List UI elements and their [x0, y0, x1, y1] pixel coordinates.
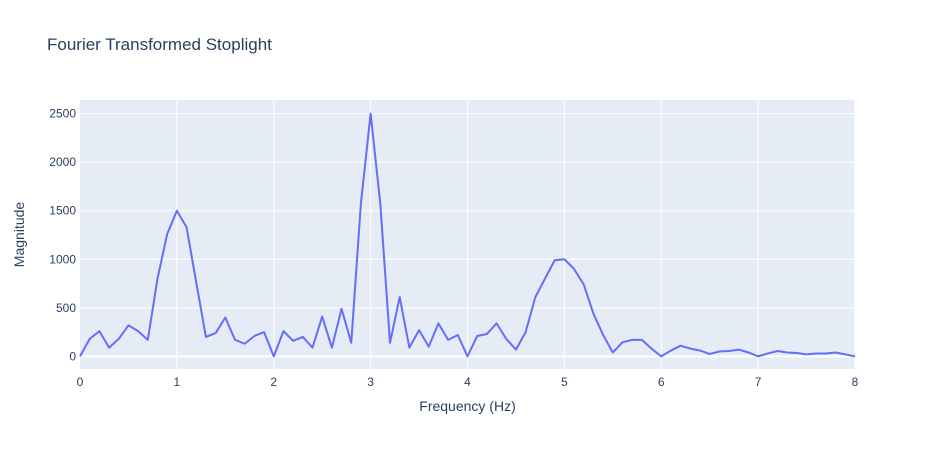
y-tick-label: 500: [56, 301, 76, 315]
chart-title: Fourier Transformed Stoplight: [47, 35, 272, 54]
y-tick-label: 1500: [49, 204, 76, 218]
x-tick-label: 5: [561, 375, 568, 389]
y-tick-label: 0: [69, 349, 76, 363]
x-tick-label: 2: [270, 375, 277, 389]
y-tick-label: 2000: [49, 155, 76, 169]
series-layer: [79, 112, 856, 358]
x-tick-label: 1: [174, 375, 181, 389]
x-tick-label: 4: [464, 375, 471, 389]
x-tick-label: 8: [852, 375, 859, 389]
x-tick-label: 3: [367, 375, 374, 389]
y-tick-label: 1000: [49, 252, 76, 266]
x-tick-label: 6: [658, 375, 665, 389]
x-axis-title: Frequency (Hz): [419, 398, 515, 414]
x-tick-label: 0: [77, 375, 84, 389]
grid-layer: [80, 100, 856, 369]
y-tick-label: 2500: [49, 107, 76, 121]
tick-layer: 0 1 2 3 4 5 6 7 8 0 500 1000 1500 2000 2500: [49, 107, 858, 389]
y-axis-title: Magnitude: [11, 202, 27, 268]
x-tick-label: 7: [755, 375, 762, 389]
series-line: [79, 112, 856, 358]
